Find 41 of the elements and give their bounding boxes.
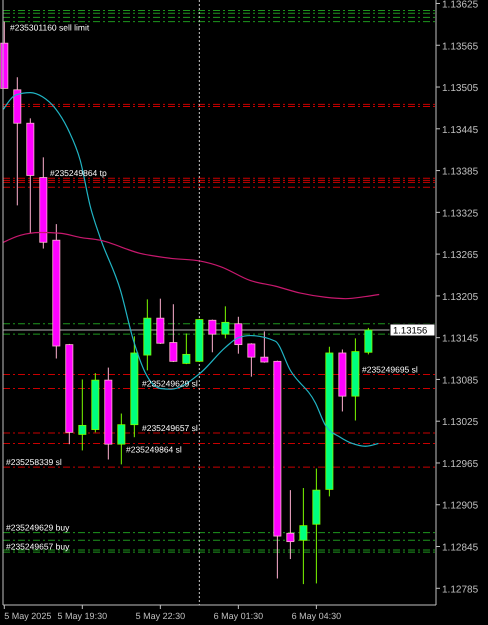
candlestick — [169, 304, 178, 363]
ref-line-label: #235249864 sl — [126, 444, 182, 454]
candlestick — [221, 306, 230, 339]
candlestick — [182, 332, 190, 365]
ref-line-label: 1.13156 — [393, 326, 428, 336]
y-tick-label: 1.13025 — [442, 417, 479, 428]
y-tick-label: 1.13205 — [442, 292, 479, 303]
y-tick-label: 1.13085 — [442, 375, 479, 386]
line-series — [2, 232, 380, 300]
candlestick — [117, 413, 126, 465]
ref-line-label: #235249657 sl — [142, 423, 198, 434]
y-tick-label: 1.13505 — [442, 83, 479, 94]
candlestick — [234, 316, 242, 354]
y-tick-label: 1.13145 — [442, 334, 479, 345]
candlestick — [364, 327, 372, 355]
candlestick — [208, 319, 216, 353]
y-tick-label: 1.13265 — [442, 250, 479, 262]
y-tick-label: 1.12905 — [442, 500, 479, 512]
x-tick-label: 6 May 01:30 — [214, 611, 264, 621]
x-tick-label: 5 May 19:30 — [58, 611, 108, 621]
x-tick-label: 5 May 2025 — [4, 611, 52, 621]
y-tick-label: 1.12785 — [442, 584, 479, 596]
ref-line-label: #235249657 buy — [6, 541, 70, 552]
x-tick-label: 5 May 22:30 — [136, 611, 186, 621]
ref-line-label: #235249695 sl — [362, 364, 418, 375]
y-tick-label: 1.12965 — [442, 458, 479, 470]
y-tick-label: 1.12845 — [442, 542, 479, 554]
y-tick-label: 1.13385 — [442, 166, 479, 178]
candlestick — [299, 488, 308, 585]
y-tick-label: 1.13565 — [442, 41, 479, 52]
ref-line-label: #235301160 sell limit — [10, 22, 90, 33]
y-tick-label: 1.13325 — [442, 208, 479, 220]
y-tick-label: 1.13445 — [442, 124, 479, 136]
candlestick — [286, 490, 294, 560]
x-tick-label: 6 May 04:30 — [292, 611, 342, 621]
ref-line-label: #235258339 sl — [6, 457, 62, 468]
ref-line-label: #235249629 buy — [6, 522, 70, 533]
candlestick — [260, 330, 268, 364]
candlestick — [247, 342, 256, 378]
y-tick-label: 1.13625 — [442, 0, 479, 10]
candlestick — [78, 378, 86, 451]
